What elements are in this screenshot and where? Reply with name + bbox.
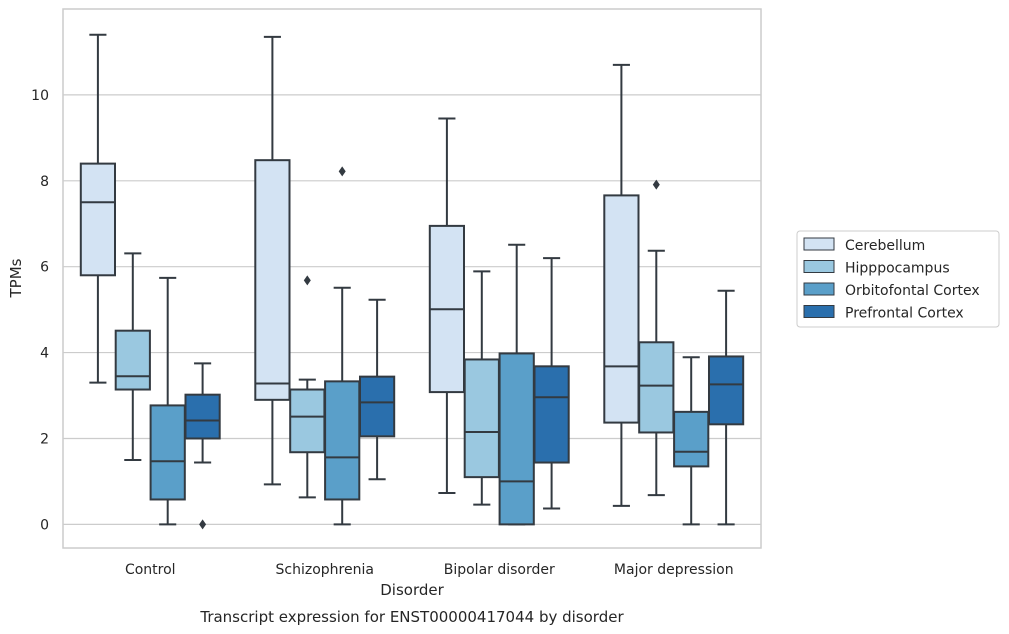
legend-swatch [803,260,835,273]
x-tick-labels: Control Schizophrenia Bipolar disorder Majo… [125,562,734,578]
y-tick-label: 8 [40,174,49,190]
outlier-marker [303,275,311,286]
box-body [114,329,151,391]
box-body [463,358,500,479]
box-prefrontal-cortex [533,257,570,510]
outlier-marker [652,179,660,190]
box-prefrontal-cortex [358,298,396,481]
y-tick-label: 0 [40,517,49,533]
x-tick-label: Control [125,562,176,578]
box-prefrontal-cortex [184,362,221,530]
box-hipppocampus [463,270,500,506]
y-tick-label: 2 [40,431,49,447]
box-body [254,159,291,401]
box-body [673,410,710,468]
legend-swatch [803,237,835,251]
y-tick-labels: 0 2 4 6 8 10 [31,88,49,533]
box-body [498,352,535,526]
y-axis-label: TPMs [7,258,25,298]
legend-label: Cerebellum [845,238,925,254]
box-body [358,375,396,438]
legend-swatch [803,282,835,296]
legend-frame [796,230,1000,328]
box-body [79,162,117,277]
box-body [533,365,570,464]
box-orbitofontal-cortex [498,243,535,526]
outlier-marker [199,519,207,530]
box-cerebellum [254,35,291,486]
box-orbitofontal-cortex [324,166,361,526]
box-orbitofontal-cortex [673,356,710,526]
box-body [289,388,326,454]
chart-caption: Transcript expression for ENST0000041704… [199,608,624,626]
box-cerebellum [603,63,640,507]
box-groups [79,33,745,530]
y-tick-label: 4 [40,346,49,362]
legend-label: Hipppocampus [845,261,950,277]
box-hipppocampus [114,252,151,461]
plot-frame [62,8,762,549]
x-axis-label: Disorder [380,581,444,599]
outlier-marker [338,166,346,177]
y-tick-label: 10 [31,88,49,104]
legend-label: Orbitofontal Cortex [845,283,980,299]
box-hipppocampus [638,179,675,497]
y-tick-label: 6 [40,260,49,276]
box-body [638,341,675,434]
x-tick-label: Major depression [614,562,734,578]
box-body [603,194,640,424]
legend-label: Prefrontal Cortex [845,306,964,322]
box-body [707,355,745,426]
legend-swatch [803,305,835,318]
x-tick-label: Schizophrenia [276,562,374,578]
box-body [149,404,186,501]
box-cerebellum [428,117,466,495]
box-cerebellum [79,33,117,384]
legend: Cerebellum Hipppocampus Orbitofontal Corte… [796,230,1000,328]
x-tick-label: Bipolar disorder [444,562,555,578]
box-prefrontal-cortex [707,289,745,526]
box-orbitofontal-cortex [149,276,186,526]
box-body [324,380,361,501]
box-body [184,393,221,440]
